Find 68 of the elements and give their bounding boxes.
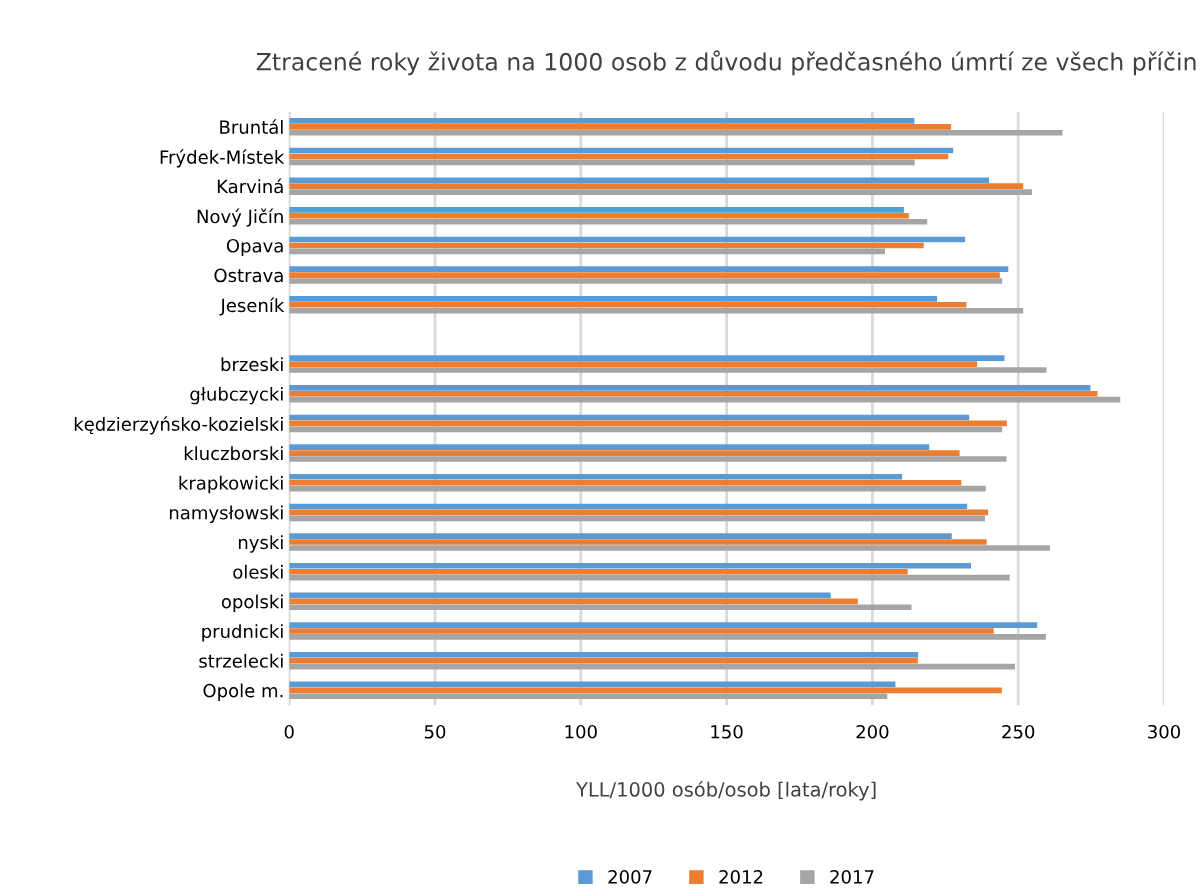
- bar: [289, 272, 1000, 278]
- bar: [289, 124, 952, 130]
- bar: [289, 456, 1007, 462]
- y-tick-label: Karviná: [217, 178, 283, 194]
- bar: [289, 301, 967, 308]
- bar: [289, 693, 888, 700]
- bar: [289, 207, 904, 213]
- x-tick-label: 0: [284, 724, 294, 739]
- bar: [289, 634, 1046, 640]
- bar: [289, 533, 952, 539]
- y-tick-label: opolski: [221, 594, 283, 612]
- bar: [289, 385, 1091, 391]
- chart-title: Ztracené roky života na 1000 osob z důvodu předčasného úmrtí ze všech příčin: [256, 50, 1196, 76]
- bar: [289, 355, 1005, 361]
- y-tick-label: namysłowski: [169, 505, 283, 523]
- y-tick-label: Opole m.: [203, 683, 283, 701]
- y-tick-label: strzelecki: [199, 653, 283, 668]
- bar: [289, 177, 990, 184]
- bar: [289, 307, 1024, 314]
- y-tick-label: brzeski: [221, 357, 283, 372]
- legend-label: 2017: [830, 870, 874, 884]
- bar: [289, 296, 938, 302]
- bar: [289, 539, 987, 545]
- x-tick-label: 300: [1148, 724, 1181, 739]
- x-axis-title: YLL/1000 osób/osob [lata/roky]: [576, 780, 876, 801]
- bar: [289, 361, 978, 367]
- x-tick-label: 200: [856, 724, 889, 739]
- legend-label: 2012: [719, 870, 763, 884]
- y-tick-label: oleski: [233, 564, 283, 579]
- bar: [289, 129, 1063, 136]
- bar: [289, 479, 962, 486]
- x-tick-label: 50: [424, 724, 446, 739]
- bar: [289, 183, 1024, 189]
- bar: [289, 604, 912, 611]
- bar: [289, 562, 971, 569]
- y-tick-label: krapkowicki: [179, 475, 283, 494]
- x-tick-label: 150: [711, 724, 743, 739]
- y-tick-label: nyski: [238, 535, 283, 553]
- bar: [289, 212, 909, 219]
- bar: [289, 450, 960, 456]
- x-tick-label: 100: [565, 724, 597, 739]
- bar: [289, 568, 908, 575]
- bar: [289, 189, 1032, 195]
- y-tick-label: Nový Jičín: [197, 208, 283, 227]
- bar: [289, 473, 903, 480]
- bar: [289, 278, 1003, 284]
- bar: [289, 651, 919, 658]
- y-tick-label: głubczycki: [190, 386, 283, 405]
- y-tick-label: kędzierzyńsko-kozielski: [74, 416, 283, 435]
- bar: [289, 118, 915, 124]
- y-tick-label: Frýdek-Místek: [160, 149, 285, 168]
- bar: [289, 515, 985, 522]
- legend-label: 2007: [608, 870, 652, 884]
- y-tick-label: Jeseník: [219, 297, 285, 316]
- y-tick-label: kluczborski: [184, 446, 283, 461]
- bar: [289, 622, 1038, 628]
- y-tick-label: Ostrava: [214, 268, 283, 283]
- bar: [289, 218, 928, 225]
- bar: [289, 628, 994, 634]
- y-tick-label: Opava: [226, 238, 283, 257]
- y-tick-label: Bruntál: [220, 119, 283, 134]
- x-tick-label: 250: [1002, 724, 1035, 739]
- bar: [289, 266, 1009, 272]
- bar: [289, 444, 930, 450]
- bar: [289, 367, 1047, 373]
- bar: [289, 545, 1050, 551]
- bar: [289, 390, 1098, 397]
- y-tick-label: prudnicki: [202, 624, 283, 642]
